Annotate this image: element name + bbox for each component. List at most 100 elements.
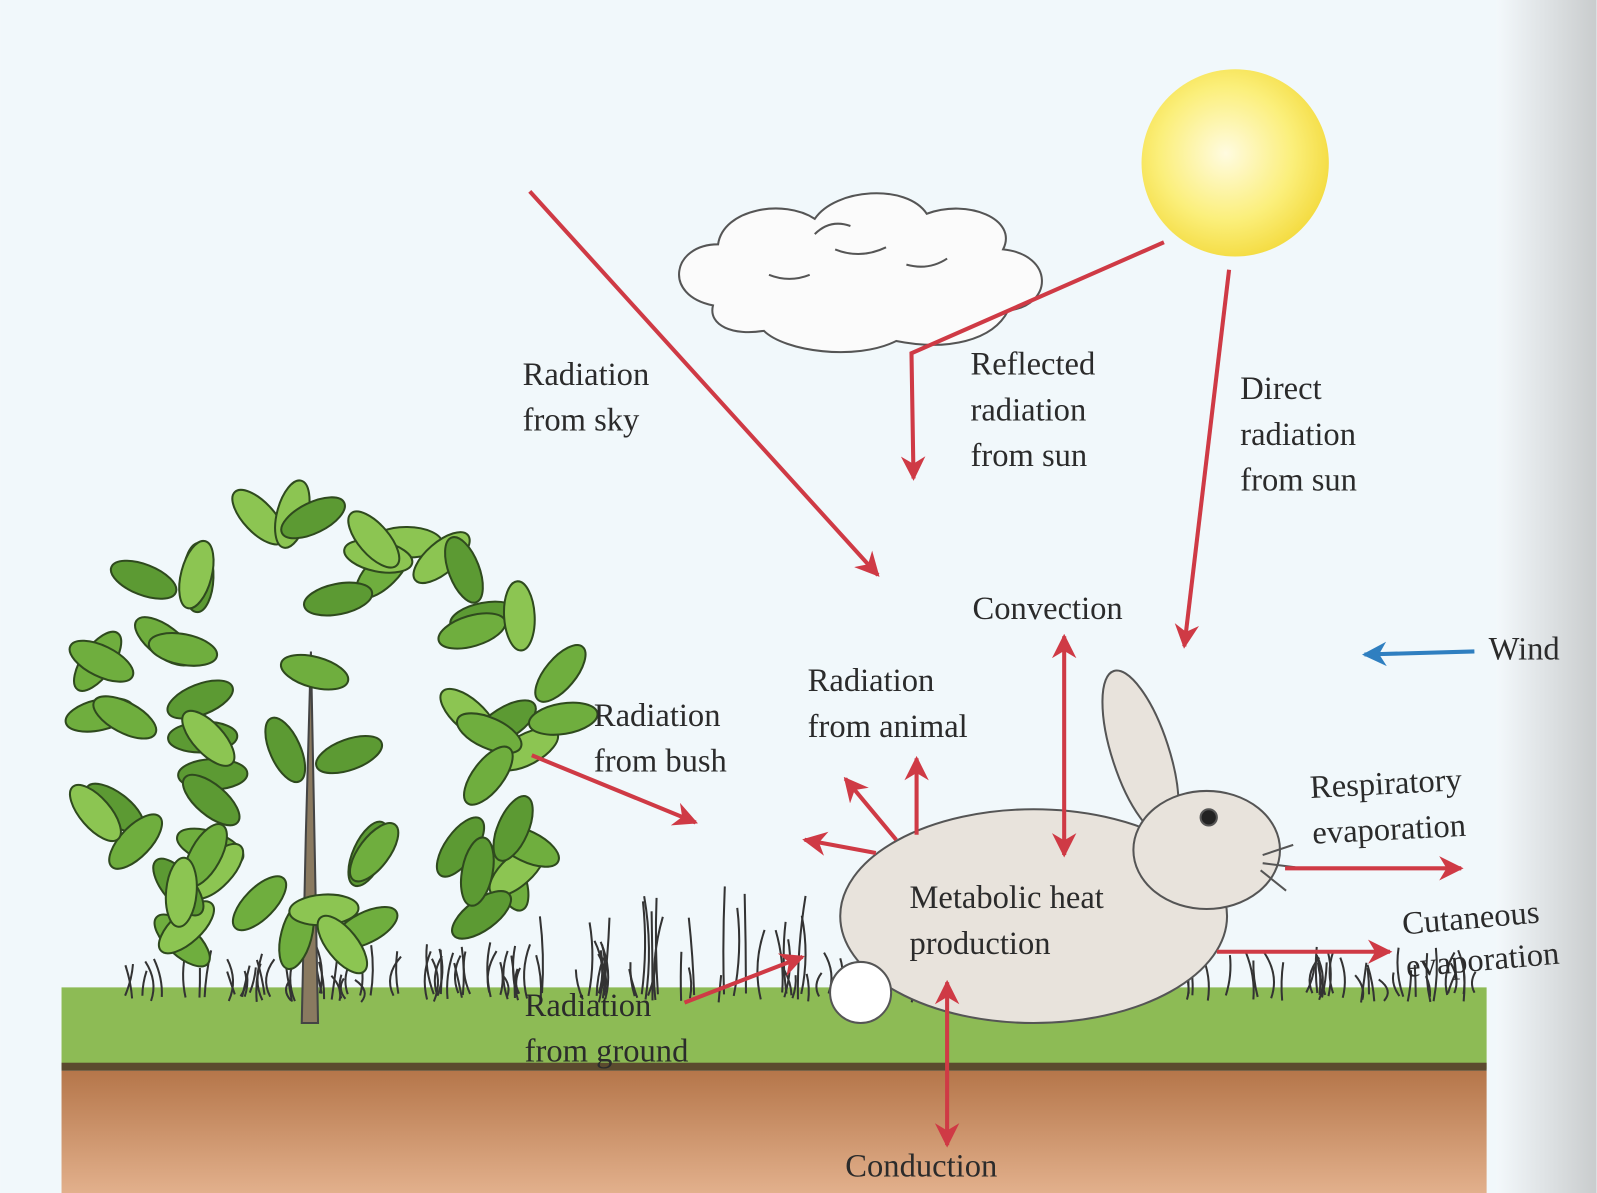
grass-blade (1366, 967, 1371, 995)
grass-blade (389, 955, 402, 997)
leaf (348, 822, 400, 883)
grass-blade (423, 950, 432, 1000)
label: Direct radiation from sun (1240, 371, 1357, 499)
grass-blade (650, 911, 654, 1001)
soil-line (61, 1062, 1487, 1071)
grass-blade (453, 962, 463, 998)
label: Radiation from animal (808, 663, 968, 745)
grass-blade (597, 950, 604, 1003)
grass-blade (141, 970, 148, 996)
leaf (492, 795, 534, 862)
leaf (444, 536, 484, 604)
grass-blade (800, 915, 807, 995)
grass-blade (523, 944, 531, 999)
grass-blade (436, 948, 444, 996)
leaf (527, 701, 599, 736)
grass-blade (1280, 962, 1285, 1001)
grass-blade (153, 958, 163, 998)
grass-blade (1413, 964, 1417, 997)
grass-blade (144, 960, 155, 1002)
grass-blade (1457, 949, 1466, 995)
leaf (164, 856, 198, 928)
grass-blade (226, 971, 236, 995)
grass-blade (454, 955, 462, 994)
grass-blade (647, 952, 657, 997)
grass-blade (643, 895, 650, 1000)
bush (64, 479, 599, 1025)
leaf (181, 773, 241, 827)
label: Radiation from bush (594, 698, 727, 780)
leaf (264, 716, 307, 784)
leaf (109, 559, 178, 600)
grass-blade (679, 951, 683, 1001)
grass-blade (595, 957, 605, 996)
grass-blade (241, 965, 251, 998)
label: Conduction (845, 1149, 997, 1185)
label: Reflected radiation from sun (971, 347, 1096, 475)
leaf (92, 695, 158, 740)
leaf (502, 580, 536, 652)
grass-blade (1328, 952, 1335, 994)
grass-blade (354, 979, 366, 1003)
labels: Radiation from sky Reflected radiation from… (523, 347, 1561, 1185)
grass-blade (654, 897, 659, 995)
leaf (108, 813, 163, 870)
grass-blade (722, 886, 726, 995)
label: Convection (973, 591, 1123, 627)
grass-blade (1252, 960, 1259, 998)
grass-blade (732, 907, 741, 997)
leaf (181, 709, 236, 767)
grass-blade (796, 895, 807, 1000)
grass-blade (395, 951, 400, 994)
grass-blade (535, 954, 543, 998)
leaf (147, 632, 219, 667)
grass-blade (1449, 962, 1458, 994)
grass-blade (255, 953, 263, 1002)
grass-blade (1326, 951, 1332, 997)
grass-blade (124, 963, 134, 997)
grass-blade (446, 952, 455, 1000)
leaf (316, 914, 369, 975)
grass-blade (503, 976, 510, 998)
grass-blade (499, 961, 504, 996)
grass-blade (538, 916, 544, 994)
cloud (678, 192, 1043, 354)
label: Wind (1489, 632, 1560, 668)
grass-blade (1244, 952, 1255, 1000)
grass-blade (1432, 947, 1438, 1002)
grass-blade (1366, 964, 1376, 1002)
grass-blade (1262, 950, 1275, 999)
grass-blade (1406, 970, 1413, 1002)
grass-blade (330, 974, 342, 1002)
grass-blade (1308, 956, 1321, 994)
leaf (459, 836, 495, 907)
leaf (68, 639, 135, 683)
grass-blade (1316, 962, 1327, 996)
grass-blade (599, 941, 610, 1000)
grass-blade (1339, 957, 1346, 998)
grass-blade (1321, 962, 1328, 998)
grass-blade (1224, 955, 1232, 996)
leaf (69, 783, 122, 842)
leaf (315, 734, 384, 775)
grass-blade (687, 917, 696, 996)
label: Radiation from sky (523, 357, 650, 439)
grass-blade (198, 968, 201, 998)
grass-blade (601, 917, 611, 999)
grass-blade (1305, 966, 1316, 993)
grass-blade (743, 893, 747, 994)
grass-blade (629, 962, 636, 997)
leaf (534, 644, 587, 703)
leaf (456, 712, 523, 755)
grass-blade (791, 975, 797, 999)
cloud-detail (768, 222, 948, 280)
grass-blade (510, 955, 516, 999)
grass-blade (1396, 947, 1405, 997)
grass-blade (369, 945, 374, 996)
label: Respiratoryevaporation (1309, 762, 1467, 852)
grass-blade (1444, 951, 1456, 996)
grass-blade (1378, 978, 1389, 1002)
grass-blade (687, 967, 693, 999)
